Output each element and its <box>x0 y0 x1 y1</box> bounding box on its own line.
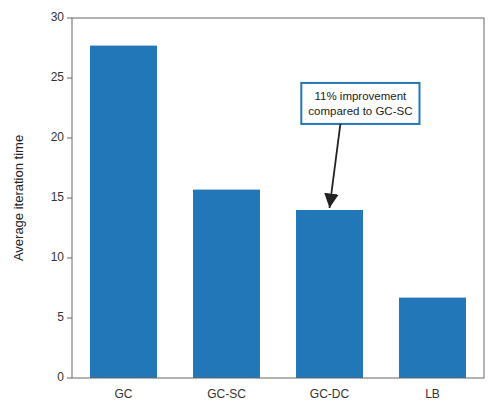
y-tick <box>67 78 72 79</box>
annotation-line: 11% improvement <box>314 90 407 102</box>
bar <box>90 46 157 378</box>
y-axis-label: Average iteration time <box>11 135 26 261</box>
bar <box>296 210 363 378</box>
bar <box>399 298 466 378</box>
bar <box>193 190 260 378</box>
y-tick-label: 0 <box>57 370 64 384</box>
y-tick <box>67 258 72 259</box>
annotation-text: 11% improvement compared to GC-SC <box>308 90 412 117</box>
y-tick-label: 10 <box>51 250 65 264</box>
y-tick-label: 25 <box>51 70 65 84</box>
y-tick <box>67 18 72 19</box>
y-tick <box>67 138 72 139</box>
chart: 0 5 10 15 20 25 30 GC GC-SC GC-DC LB Average iterat… <box>0 0 500 420</box>
y-tick-label: 20 <box>51 130 65 144</box>
y-tick <box>67 378 72 379</box>
annotation-box <box>301 83 419 124</box>
x-tick-label: GC-SC <box>207 387 246 401</box>
y-tick-label: 30 <box>51 10 65 24</box>
x-tick-label: LB <box>425 387 440 401</box>
y-tick-label: 5 <box>57 310 64 324</box>
y-tick <box>67 318 72 319</box>
y-tick <box>67 198 72 199</box>
annotation-arrow <box>330 124 341 208</box>
annotation: 11% improvement compared to GC-SC <box>301 83 419 208</box>
x-tick-label: GC <box>115 387 133 401</box>
x-tick-label: GC-DC <box>310 387 350 401</box>
y-tick-label: 15 <box>51 190 65 204</box>
annotation-line: compared to GC-SC <box>308 105 412 117</box>
plot-frame <box>72 18 484 378</box>
